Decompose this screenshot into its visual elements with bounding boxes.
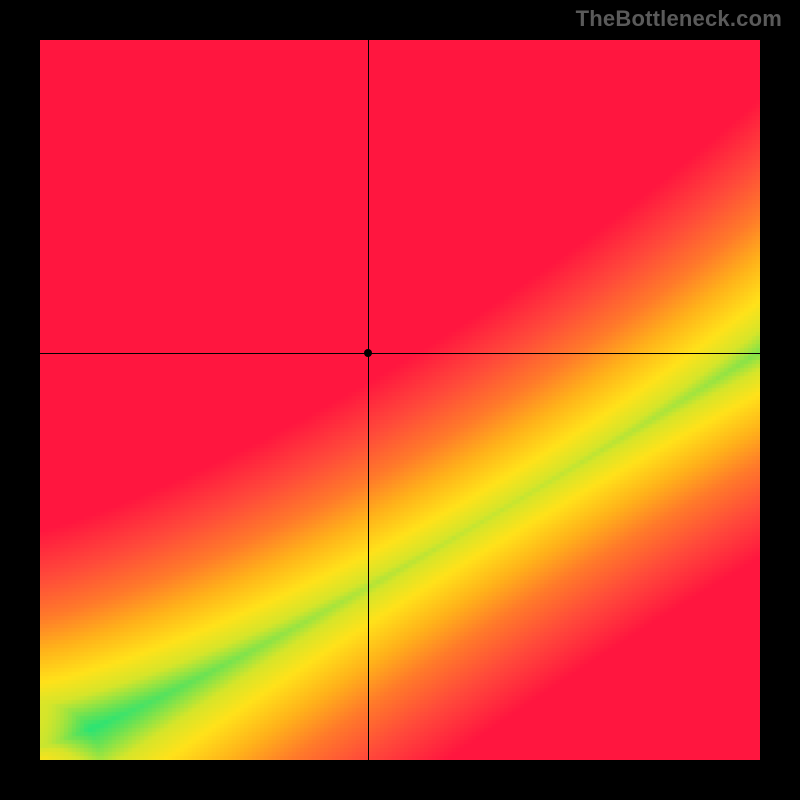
watermark-text: TheBottleneck.com (576, 6, 782, 32)
crosshair-vertical (368, 40, 369, 760)
heat-plot (40, 40, 760, 760)
heatmap-canvas (40, 40, 760, 760)
crosshair-marker (364, 349, 372, 357)
crosshair-horizontal (40, 353, 760, 354)
chart-frame: TheBottleneck.com (0, 0, 800, 800)
